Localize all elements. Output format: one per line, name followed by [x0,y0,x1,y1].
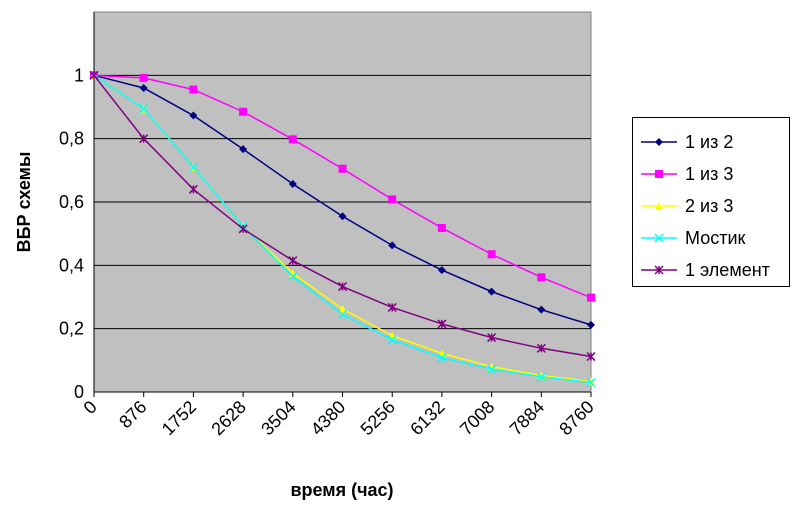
data-point [654,265,664,275]
data-point [537,273,546,282]
legend-swatch [641,138,677,146]
legend-item: 2 из 3 [633,190,789,222]
data-point [288,135,297,144]
series-3 [89,70,596,388]
x-axis-ticks: 0 876 1752 2628 3504 4380 5256 6132 7008 7884 8760 [80,392,598,439]
x-tick-label: 2628 [207,397,249,439]
data-point [437,223,446,232]
x-tick-label: 4380 [307,397,349,439]
legend-swatch [641,265,677,275]
data-point [188,184,198,194]
data-point [655,170,663,178]
legend-item: 1 из 3 [633,158,789,190]
series-layer [89,70,596,388]
data-point [238,224,248,234]
data-point [586,377,596,388]
data-point [586,352,596,362]
gridlines [93,12,591,393]
x-tick-label: 7008 [456,397,498,439]
legend-swatch [641,170,677,178]
data-point [338,305,347,314]
series-0 [90,71,595,329]
data-point [139,73,148,82]
data-point [139,134,149,144]
x-tick-label: 8760 [555,397,597,439]
data-point [387,302,397,312]
data-point [288,256,298,266]
x-tick-label: 7884 [506,397,548,439]
data-point [338,164,347,173]
data-point [655,202,663,210]
data-point [239,145,248,154]
data-point [437,319,447,329]
legend-label: Мостик [685,228,746,248]
data-point [139,84,148,92]
x-tick-label: 1752 [158,397,200,439]
data-point [139,104,149,114]
legend-label: 1 из 2 [685,132,734,152]
y-axis-ticks: 0 0,2 0,4 0,6 0,8 1 [59,65,84,402]
data-point [337,282,348,292]
y-tick-label: 0,2 [59,319,84,339]
legend-swatch [641,233,677,243]
data-point [587,320,595,329]
data-point [487,333,497,343]
data-point [487,250,496,259]
x-axis-title: время (час) [290,480,393,500]
legend-label: 2 из 3 [685,196,734,216]
data-point [655,138,663,146]
x-tick-label: 3504 [257,397,299,439]
data-point [654,233,664,243]
legend-item: 1 из 2 [633,126,789,158]
x-tick-label: 876 [115,397,150,432]
y-tick-label: 0,6 [59,192,84,212]
data-point [189,85,198,94]
data-point [89,70,99,80]
x-tick-label: 5256 [357,397,399,439]
chart-legend: 1 из 2 1 из 3 2 из 3 Мостик 1 элемент [632,117,790,287]
data-point [338,212,347,221]
x-tick-label: 6132 [406,397,448,439]
legend-label: 1 элемент [685,260,770,280]
data-point [387,335,397,345]
data-point [536,372,546,382]
data-point [189,111,198,120]
data-point [388,195,397,204]
data-point [587,293,595,302]
data-point [388,241,397,250]
data-point [437,266,446,275]
legend-swatch [641,202,677,210]
data-point [337,309,348,319]
y-tick-label: 1 [74,65,84,85]
data-point [537,305,546,314]
data-point [188,162,198,172]
y-tick-label: 0,4 [59,255,84,275]
legend-label: 1 из 3 [685,164,734,184]
y-axis-title: ВБР схемы [14,152,34,253]
data-point [536,343,546,353]
legend-item: 1 элемент [633,254,789,286]
x-tick-label: 0 [80,397,101,418]
data-point [437,353,447,363]
data-point [288,271,298,281]
series-4 [89,70,596,362]
data-point [288,179,297,188]
data-point [487,287,496,296]
data-point [487,364,497,374]
legend-item: Мостик [633,222,789,254]
data-point [239,107,248,116]
y-tick-label: 0,8 [59,129,84,149]
y-tick-label: 0 [74,382,84,402]
